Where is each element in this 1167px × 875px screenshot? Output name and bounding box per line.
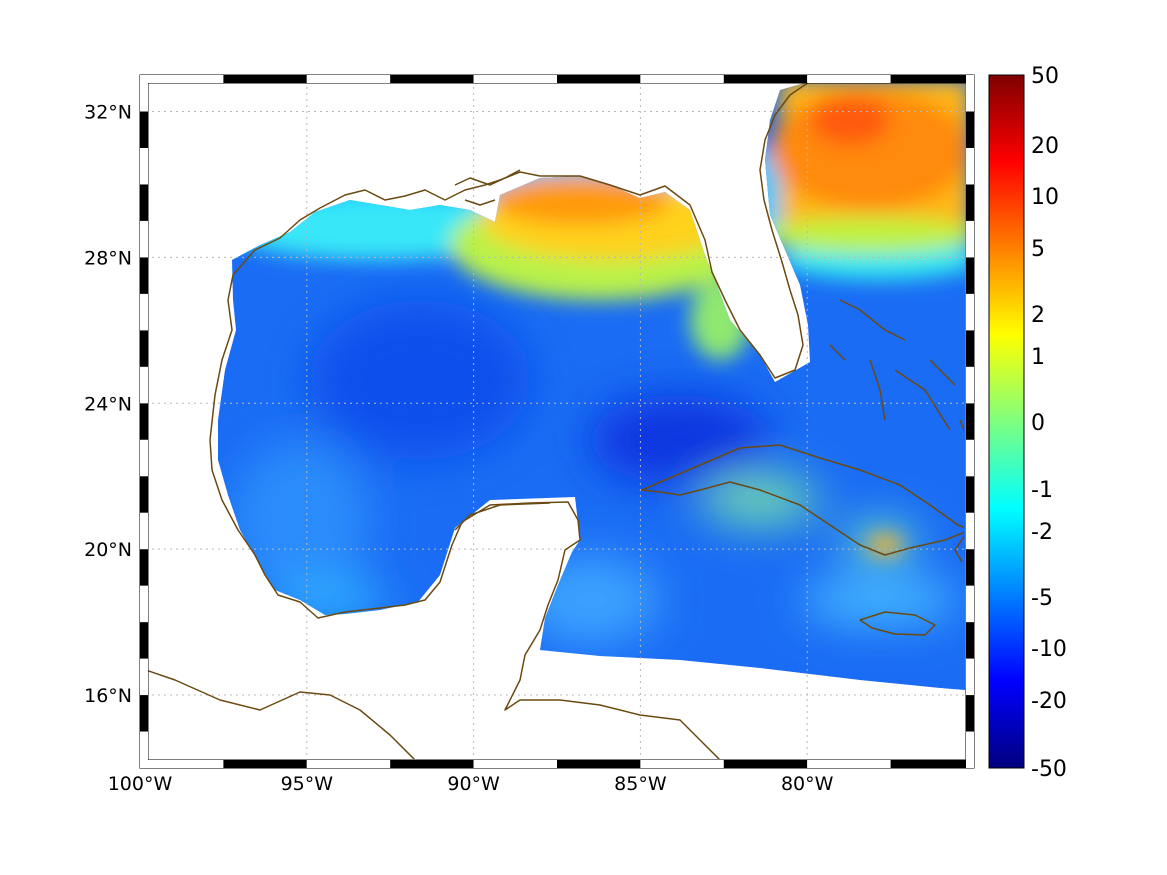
frame-segment xyxy=(966,147,974,185)
colorbar-tick-label: -10 xyxy=(1031,637,1067,662)
lon-tick-label: 90°W xyxy=(447,773,500,795)
frame-segment xyxy=(140,75,148,112)
frame-segment xyxy=(140,549,148,586)
frame-segment xyxy=(966,111,974,148)
colorbar-tick-label: 2 xyxy=(1031,303,1045,328)
frame-segment xyxy=(140,293,148,331)
frame-segment xyxy=(640,760,724,768)
lat-tick-label: 32°N xyxy=(84,101,132,123)
frame-segment xyxy=(140,111,148,148)
lon-tick-label: 85°W xyxy=(614,773,667,795)
colorbar-tick-label: -20 xyxy=(1031,689,1067,714)
frame-segment xyxy=(140,330,148,367)
frame-segment xyxy=(890,760,974,768)
frame-segment xyxy=(966,257,974,294)
frame-segment xyxy=(723,760,808,768)
frame-segment xyxy=(140,220,148,258)
lat-tick-label: 20°N xyxy=(84,539,132,561)
colorbar-tick-label: 10 xyxy=(1031,185,1059,210)
lon-tick-label: 80°W xyxy=(781,773,834,795)
lat-tick-label: 28°N xyxy=(84,247,132,269)
frame-segment xyxy=(966,622,974,659)
frame-segment xyxy=(890,75,974,83)
frame-segment xyxy=(473,75,557,83)
frame-segment xyxy=(966,330,974,367)
frame-segment xyxy=(966,695,974,732)
frame-segment xyxy=(140,585,148,623)
frame-segment xyxy=(557,760,641,768)
frame-segment xyxy=(306,760,391,768)
frame-segment xyxy=(140,257,148,294)
frame-segment xyxy=(223,760,307,768)
frame-segment xyxy=(140,476,148,513)
colorbar-tick-label: 0 xyxy=(1031,411,1045,436)
frame-segment xyxy=(140,622,148,659)
frame-segment xyxy=(390,760,474,768)
colorbar-tick-label: -50 xyxy=(1031,757,1067,782)
colorbar-tick-label: -5 xyxy=(1031,586,1053,611)
frame-segment xyxy=(966,658,974,696)
frame-segment xyxy=(723,75,808,83)
frame-segment xyxy=(966,439,974,477)
frame-segment xyxy=(140,512,148,550)
latitude-labels: 16°N 20°N 24°N 28°N 32°N xyxy=(84,101,132,707)
frame-segment xyxy=(306,75,391,83)
frame-segment xyxy=(140,439,148,477)
colorbar-tick-label: 1 xyxy=(1031,345,1045,370)
lon-tick-label: 95°W xyxy=(281,773,334,795)
lat-tick-label: 24°N xyxy=(84,393,132,415)
colorbar-gradient xyxy=(988,74,1025,769)
colorbar-tick-label: 20 xyxy=(1031,134,1059,159)
map-frame xyxy=(139,74,975,769)
frame-segment xyxy=(140,184,148,221)
frame-segment xyxy=(140,366,148,404)
colorbar-tick-label: 5 xyxy=(1031,237,1045,262)
frame-segment xyxy=(473,760,557,768)
frame-segment xyxy=(966,184,974,221)
frame-segment xyxy=(807,760,891,768)
frame-segment xyxy=(966,585,974,623)
frame-segment xyxy=(807,75,891,83)
frame-segment xyxy=(966,75,974,112)
lon-tick-label: 100°W xyxy=(108,773,173,795)
frame-segment xyxy=(966,549,974,586)
frame-segment xyxy=(140,731,148,768)
frame-segment xyxy=(140,695,148,732)
frame-segment xyxy=(966,476,974,513)
frame-segment xyxy=(223,75,307,83)
frame-segment xyxy=(966,731,974,768)
frame-segment xyxy=(140,147,148,185)
colorbar-tick-label: 50 xyxy=(1031,64,1059,89)
frame-segment xyxy=(966,293,974,331)
frame-segment xyxy=(140,75,224,83)
longitude-labels: 100°W 95°W 90°W 85°W 80°W xyxy=(108,773,834,795)
frame-segment xyxy=(966,220,974,258)
frame-segment xyxy=(966,403,974,440)
frame-segment xyxy=(557,75,641,83)
coastline xyxy=(148,83,964,759)
graticule xyxy=(148,83,964,759)
frame-segment xyxy=(140,403,148,440)
anomaly-field xyxy=(218,80,965,690)
frame-segment xyxy=(640,75,724,83)
frame-segment xyxy=(390,75,474,83)
frame-segment xyxy=(966,366,974,404)
colorbar-tick-label: -2 xyxy=(1031,520,1053,545)
frame-segment xyxy=(140,760,224,768)
lat-tick-label: 16°N xyxy=(84,685,132,707)
frame-segment xyxy=(140,658,148,696)
frame-segment xyxy=(966,512,974,550)
colorbar-tick-label: -1 xyxy=(1031,478,1053,503)
